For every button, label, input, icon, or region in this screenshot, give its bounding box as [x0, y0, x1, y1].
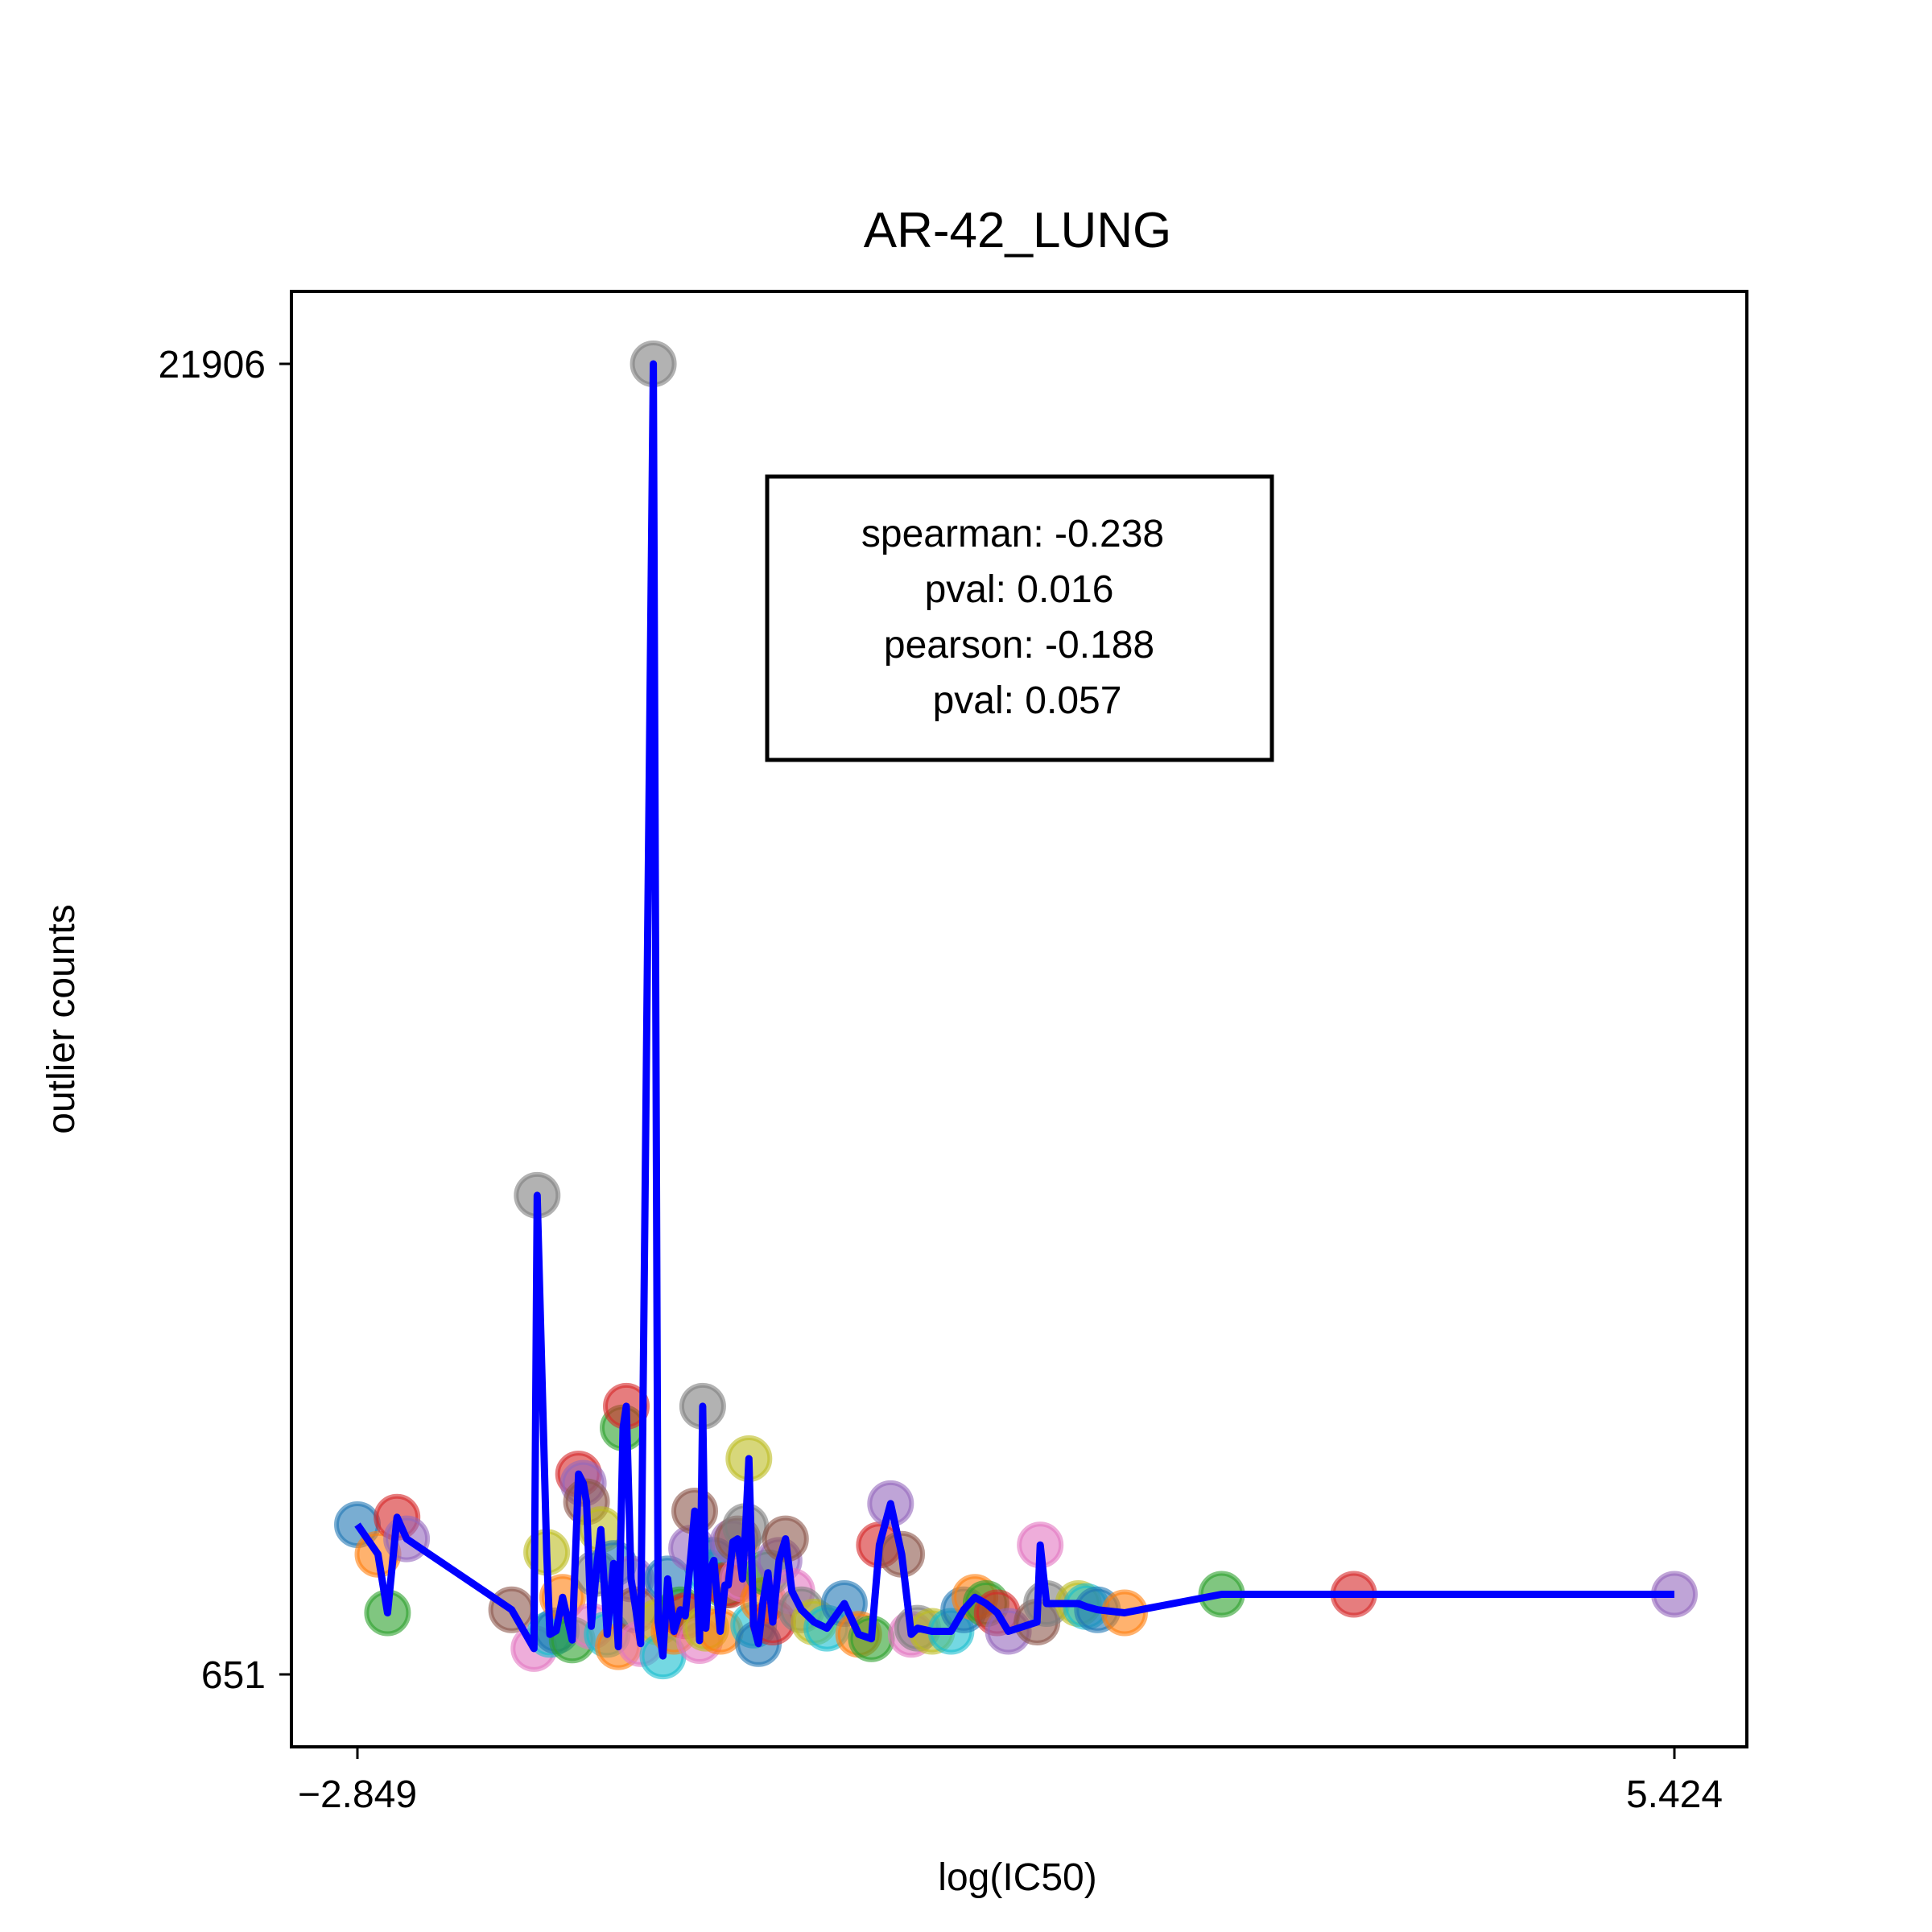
- stats-box-frame: [765, 474, 1274, 762]
- x-tick-label-right: 5.424: [1626, 1773, 1723, 1816]
- spearman-pval-text: pval: 0.016: [925, 568, 1114, 611]
- plot-frame: [290, 290, 1748, 1748]
- pearson-pval-text: pval: 0.057: [933, 679, 1122, 722]
- y-tick-label-top: 21906: [159, 344, 266, 386]
- pearson-text: pearson: -0.188: [884, 624, 1154, 667]
- trend-line-layer: [354, 360, 1674, 1660]
- y-tick-label-bottom: 651: [201, 1654, 266, 1697]
- y-axis-label: outlier counts: [40, 904, 83, 1134]
- x-tick-label-left: −2.849: [298, 1773, 417, 1816]
- trend-line: [354, 360, 1674, 1660]
- stats-box: spearman: -0.238 pval: 0.016 pearson: -0…: [765, 474, 1274, 762]
- chart-title: AR-42_LUNG: [864, 203, 1171, 258]
- x-axis-label: log(IC50): [938, 1856, 1096, 1899]
- spearman-text: spearman: -0.238: [861, 513, 1164, 555]
